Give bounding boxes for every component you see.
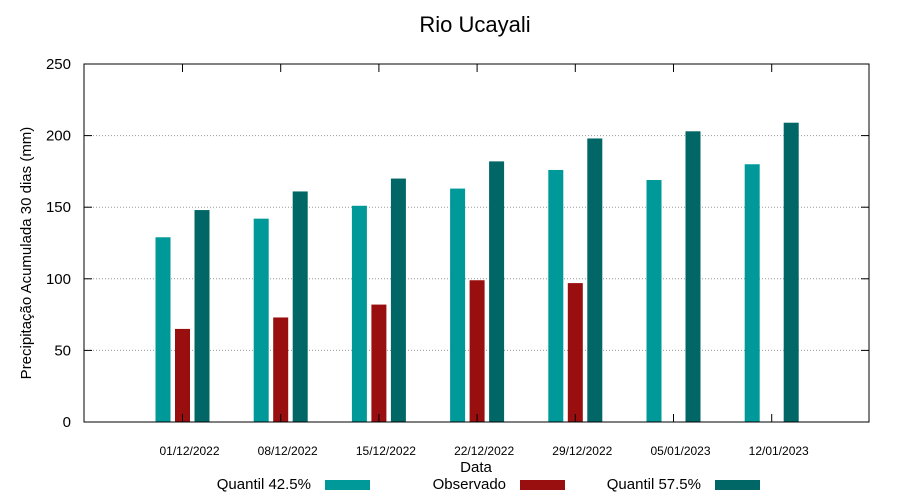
bar xyxy=(489,161,505,422)
bar xyxy=(390,178,406,422)
x-tick-label: 01/12/2022 xyxy=(159,444,219,458)
bar xyxy=(175,328,190,422)
legend-label: Quantil 57.5% xyxy=(607,476,701,493)
y-tick-label: 200 xyxy=(46,128,71,145)
bar xyxy=(783,122,799,422)
bar xyxy=(351,205,367,422)
bar xyxy=(194,210,210,422)
legend-swatch xyxy=(715,480,760,490)
bar xyxy=(646,179,662,422)
bar xyxy=(371,304,387,422)
y-tick-label: 250 xyxy=(46,56,71,73)
y-tick-label: 150 xyxy=(46,199,71,216)
grid-lines xyxy=(84,135,869,351)
plot-frame xyxy=(83,63,870,423)
bar xyxy=(548,169,564,422)
y-tick-label: 0 xyxy=(63,414,71,431)
y-axis-label: Precipitação Acumulada 30 dias (mm) xyxy=(18,127,35,380)
x-tick-label: 12/01/2023 xyxy=(749,444,809,458)
x-axis-label: Data xyxy=(460,459,492,476)
legend-label: Quantil 42.5% xyxy=(217,476,311,493)
x-tick-label: 29/12/2022 xyxy=(552,444,612,458)
x-tick-label: 05/01/2023 xyxy=(650,444,710,458)
legend: Quantil 42.5% Observado Quantil 57.5% xyxy=(217,476,760,493)
legend-label: Observado xyxy=(433,476,506,493)
bar xyxy=(450,188,466,422)
bar xyxy=(567,283,583,422)
bar xyxy=(469,280,485,422)
bar xyxy=(685,131,701,422)
bar xyxy=(292,191,308,422)
y-tick-label: 100 xyxy=(46,271,71,288)
bar xyxy=(253,218,269,422)
legend-swatch xyxy=(325,480,370,490)
x-tick-label: 15/12/2022 xyxy=(356,444,416,458)
legend-swatch xyxy=(520,480,565,490)
bar xyxy=(273,317,289,422)
x-axis-ticks: 01/12/2022 08/12/2022 15/12/2022 22/12/2022… xyxy=(159,64,809,458)
bar xyxy=(155,237,171,422)
chart-title: Rio Ucayali xyxy=(419,12,530,37)
y-axis-ticks: 0 50 100 150 200 250 xyxy=(46,56,869,431)
x-tick-label: 08/12/2022 xyxy=(258,444,318,458)
y-tick-label: 50 xyxy=(54,342,71,359)
bar xyxy=(744,164,760,423)
bars-group xyxy=(155,122,799,423)
x-tick-label: 22/12/2022 xyxy=(454,444,514,458)
bar xyxy=(587,138,603,423)
